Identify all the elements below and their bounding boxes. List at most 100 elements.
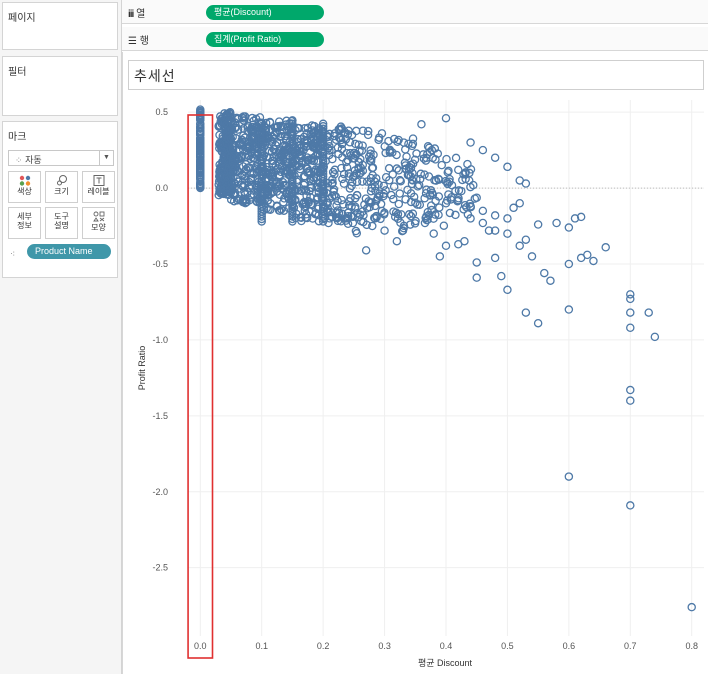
scatter-point[interactable] <box>279 197 288 207</box>
scatter-point[interactable] <box>484 226 494 235</box>
scatter-point[interactable] <box>441 241 451 251</box>
scatter-point[interactable] <box>338 153 347 162</box>
scatter-point[interactable] <box>218 167 227 176</box>
scatter-point[interactable] <box>251 114 261 124</box>
scatter-point[interactable] <box>626 396 635 405</box>
scatter-point[interactable] <box>249 126 258 136</box>
scatter-point[interactable] <box>310 121 319 131</box>
scatter-point[interactable] <box>570 214 580 223</box>
scatter-point[interactable] <box>217 157 227 167</box>
scatter-point[interactable] <box>389 182 399 191</box>
scatter-point[interactable] <box>392 164 402 173</box>
scatter-point[interactable] <box>337 144 347 154</box>
scatter-point[interactable] <box>318 119 328 129</box>
scatter-point[interactable] <box>374 135 383 145</box>
scatter-point[interactable] <box>396 176 405 186</box>
filters-card[interactable]: 필터 <box>2 56 118 116</box>
scatter-point[interactable] <box>262 137 271 146</box>
scatter-point[interactable] <box>416 169 426 179</box>
scatter-point[interactable] <box>546 276 555 285</box>
scatter-point[interactable] <box>306 155 315 164</box>
scatter-point[interactable] <box>240 190 250 199</box>
scatter-point[interactable] <box>478 206 488 216</box>
scatter-point[interactable] <box>447 180 457 190</box>
scatter-point[interactable] <box>533 220 543 229</box>
scatter-point[interactable] <box>252 182 262 191</box>
scatter-point[interactable] <box>331 208 341 218</box>
scatter-point[interactable] <box>220 109 229 118</box>
scatter-point[interactable] <box>302 191 311 201</box>
scatter-point[interactable] <box>309 175 318 185</box>
scatter-point[interactable] <box>444 166 453 176</box>
scatter-point[interactable] <box>424 172 434 181</box>
scatter-point[interactable] <box>279 206 289 215</box>
scatter-point[interactable] <box>381 186 390 195</box>
scatter-point[interactable] <box>196 165 205 175</box>
scatter-point[interactable] <box>233 125 243 134</box>
scatter-point[interactable] <box>288 119 297 129</box>
scatter-point[interactable] <box>626 385 635 395</box>
scatter-point[interactable] <box>503 162 512 172</box>
scatter-point[interactable] <box>392 236 402 246</box>
scatter-point[interactable] <box>241 195 251 205</box>
scatter-point[interactable] <box>247 169 256 178</box>
scatter-point[interactable] <box>217 147 227 157</box>
scatter-point[interactable] <box>239 116 248 125</box>
scatter-point[interactable] <box>439 221 449 230</box>
scatter-point[interactable] <box>626 308 635 317</box>
scatter-point[interactable] <box>296 186 306 195</box>
scatter-point[interactable] <box>310 128 319 137</box>
scatter-point[interactable] <box>328 167 338 177</box>
scatter-point[interactable] <box>351 139 360 149</box>
scatter-point[interactable] <box>249 153 258 163</box>
scatter-point[interactable] <box>429 229 438 238</box>
scatter-point[interactable] <box>196 159 205 168</box>
scatter-point[interactable] <box>503 229 512 238</box>
scatter-point[interactable] <box>372 211 381 221</box>
scatter-point[interactable] <box>196 147 205 157</box>
scatter-point[interactable] <box>351 202 360 211</box>
scatter-point[interactable] <box>466 182 475 192</box>
scatter-point[interactable] <box>196 130 205 140</box>
scatter-point[interactable] <box>393 137 402 146</box>
scatter-point[interactable] <box>472 273 481 282</box>
scatter-point[interactable] <box>330 190 339 200</box>
scatter-point[interactable] <box>394 166 403 175</box>
scatter-point[interactable] <box>589 256 598 266</box>
scatter-point[interactable] <box>380 142 390 151</box>
scatter-point[interactable] <box>228 119 238 129</box>
scatter-point[interactable] <box>478 145 488 155</box>
scatter-point[interactable] <box>687 602 696 612</box>
scatter-point[interactable] <box>454 165 463 175</box>
scatter-point[interactable] <box>244 137 253 146</box>
scatter-point[interactable] <box>196 183 205 192</box>
scatter-point[interactable] <box>297 158 306 168</box>
scatter-point[interactable] <box>336 125 346 134</box>
scatter-point[interactable] <box>650 332 660 342</box>
scatter-point[interactable] <box>375 191 384 201</box>
scatter-point[interactable] <box>407 141 417 151</box>
scatter-point[interactable] <box>466 138 475 147</box>
scatter-point[interactable] <box>302 136 312 146</box>
scatter-point[interactable] <box>419 154 429 163</box>
scatter-point[interactable] <box>460 200 470 210</box>
scatter-point[interactable] <box>576 253 586 263</box>
scatter-point[interactable] <box>370 177 380 186</box>
scatter-point[interactable] <box>267 168 276 178</box>
scatter-point[interactable] <box>395 175 405 185</box>
scatter-point[interactable] <box>626 323 635 333</box>
scatter-point[interactable] <box>515 199 524 208</box>
scatter-point[interactable] <box>408 209 418 218</box>
scatter-point[interactable] <box>196 150 205 160</box>
scatter-point[interactable] <box>237 180 246 190</box>
scatter-point[interactable] <box>552 218 561 228</box>
scatter-point[interactable] <box>434 174 443 184</box>
scatter-point[interactable] <box>342 163 352 172</box>
scatter-point[interactable] <box>339 179 349 188</box>
scatter-point[interactable] <box>361 246 371 255</box>
columns-pill-discount[interactable]: 평균(Discount) <box>206 5 324 20</box>
scatter-point[interactable] <box>435 203 444 212</box>
mark-type-dropdown[interactable]: ⁘ 자동 ▼ <box>8 150 114 166</box>
scatter-point[interactable] <box>310 139 320 148</box>
scatter-point[interactable] <box>423 141 433 151</box>
